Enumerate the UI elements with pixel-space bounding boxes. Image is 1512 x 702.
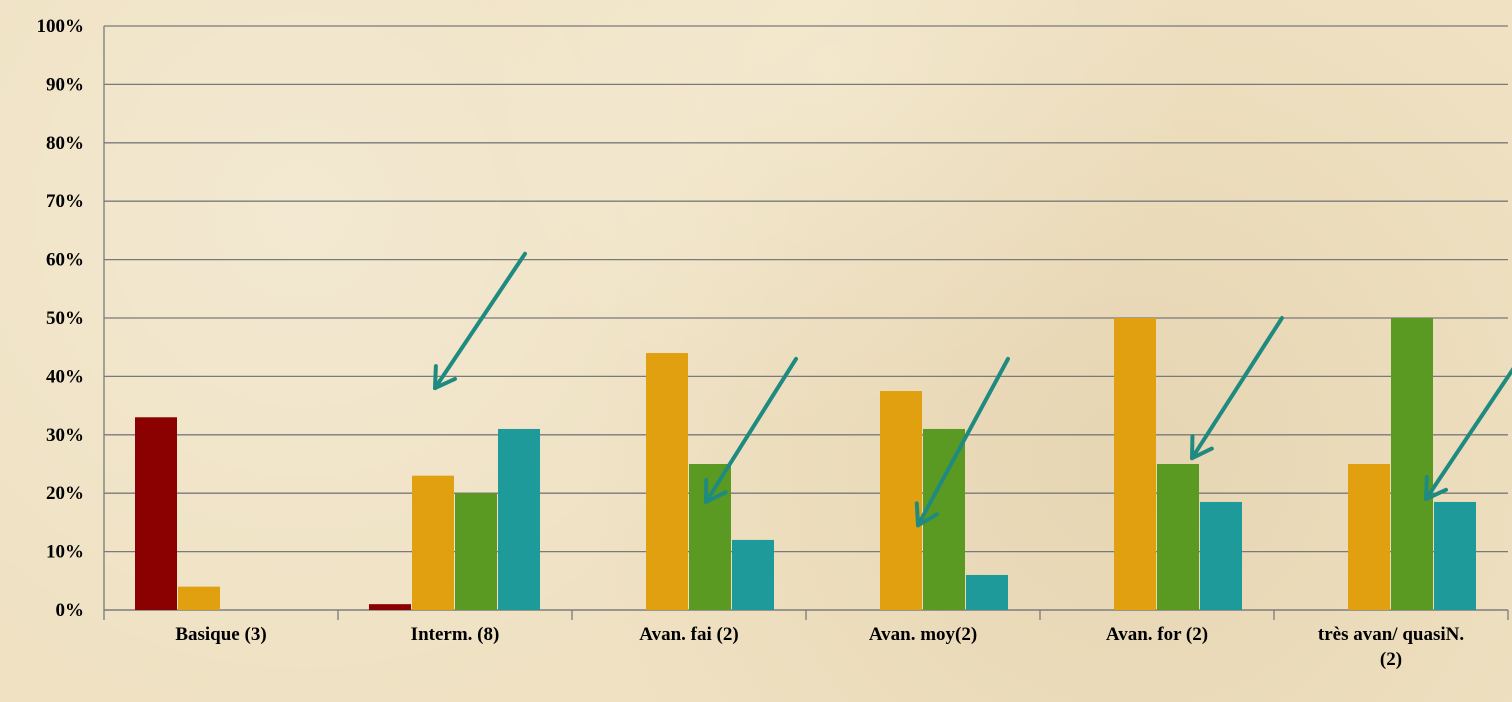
y-tick-label: 10% <box>46 542 84 563</box>
bar <box>1391 318 1433 610</box>
bar <box>178 586 220 610</box>
y-tick-label: 0% <box>56 600 85 621</box>
arrow-shaft <box>1190 316 1284 461</box>
annotation-arrow <box>433 251 527 391</box>
bar <box>1200 501 1242 610</box>
x-tick-label: très avan/ quasiN. <box>1318 624 1464 645</box>
annotation-arrow <box>704 356 798 504</box>
x-tick-label: Avan. moy(2) <box>869 624 977 645</box>
bar <box>732 539 774 610</box>
annotation-arrows <box>433 251 1512 528</box>
arrow-shaft <box>704 356 798 504</box>
y-tick-label: 80% <box>46 133 84 154</box>
arrow-shaft <box>1424 367 1512 502</box>
bar <box>412 475 454 610</box>
bar <box>689 464 731 610</box>
x-tick-label: Avan. for (2) <box>1106 624 1208 645</box>
y-tick-label: 70% <box>46 191 84 212</box>
x-axis <box>103 610 1509 620</box>
arrow-head <box>914 501 940 528</box>
bar <box>880 391 922 610</box>
annotation-arrow <box>914 356 1010 528</box>
y-tick-label: 20% <box>46 483 84 504</box>
gridlines <box>104 25 1508 611</box>
bar <box>1157 464 1199 610</box>
bar <box>498 428 540 610</box>
arrow-shaft <box>433 251 527 391</box>
arrow-head <box>433 364 457 391</box>
bar <box>455 493 497 610</box>
bars <box>135 318 1476 610</box>
arrow-shaft <box>916 356 1010 528</box>
x-tick-label: Basique (3) <box>175 624 266 645</box>
arrow-head <box>1190 434 1214 461</box>
x-tick-labels: Basique (3) Interm. (8) Avan. fai (2) Avan.… <box>175 624 1464 670</box>
bar <box>1114 318 1156 610</box>
x-tick-label: Avan. fai (2) <box>639 624 738 645</box>
y-tick-label: 50% <box>46 308 84 329</box>
y-axis: 0% 10% 20% 30% 40% 50% 60% 70% 80% 90% 100% <box>37 16 85 621</box>
bar <box>369 604 411 610</box>
y-tick-label: 100% <box>37 16 85 37</box>
bar <box>1434 501 1476 610</box>
bar <box>966 574 1008 610</box>
y-tick-label: 90% <box>46 74 84 95</box>
x-tick-label: (2) <box>1380 649 1402 670</box>
y-tick-label: 30% <box>46 425 84 446</box>
arrow-head <box>1424 475 1448 502</box>
bar <box>135 417 177 610</box>
y-tick-label: 40% <box>46 366 84 387</box>
y-tick-label: 60% <box>46 250 84 271</box>
bar <box>1348 464 1390 610</box>
bar <box>646 353 688 610</box>
x-tick-label: Interm. (8) <box>411 624 500 645</box>
annotation-arrow <box>1190 316 1284 461</box>
annotation-arrow <box>1424 367 1512 502</box>
arrow-head <box>704 477 728 504</box>
